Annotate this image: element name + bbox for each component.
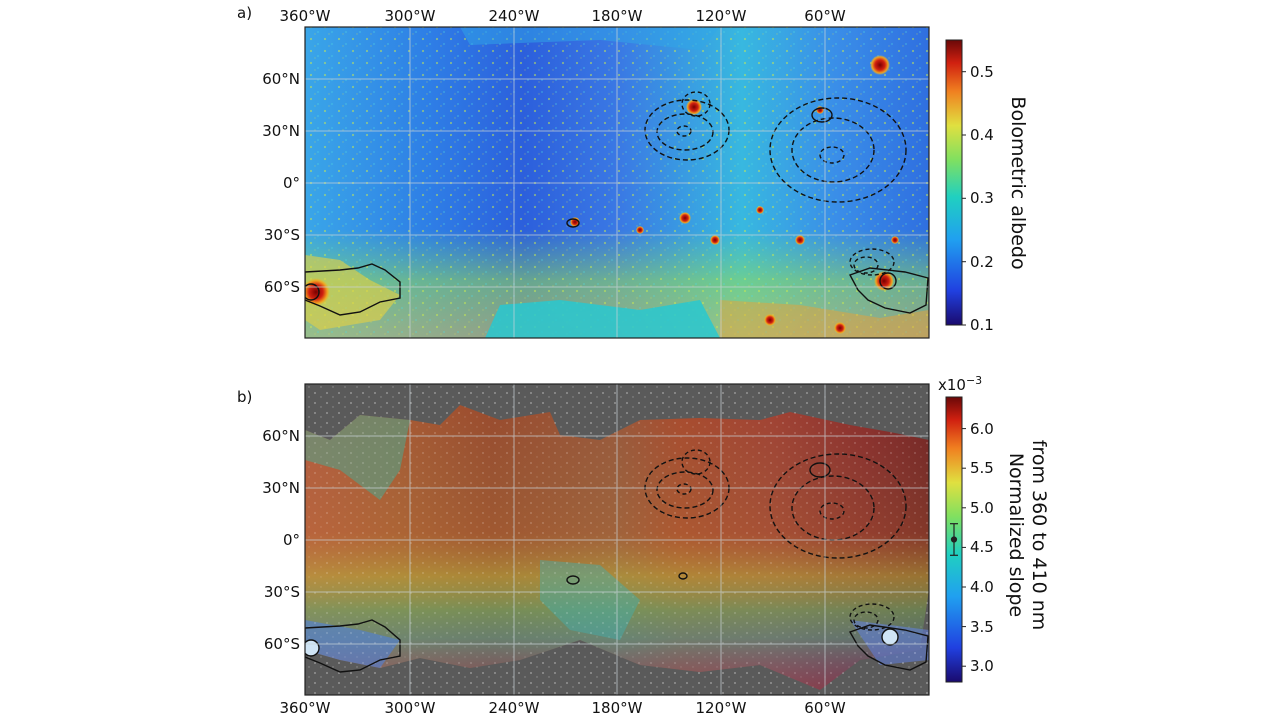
y-tick-label: 30°N bbox=[262, 479, 300, 497]
panel-a: a) bbox=[237, 4, 1029, 339]
colorbar-tick: 0.3 bbox=[970, 189, 994, 207]
y-tick-label: 0° bbox=[283, 531, 300, 549]
x-tick-label: 300°W bbox=[385, 7, 436, 25]
y-tick-label: 60°S bbox=[264, 635, 300, 653]
dark-spot bbox=[764, 314, 776, 326]
y-tick-label: 60°N bbox=[262, 427, 300, 445]
plot-frame-b bbox=[304, 383, 930, 696]
plot-frame-a bbox=[304, 26, 930, 339]
dark-spot bbox=[795, 235, 805, 245]
dark-spot bbox=[891, 236, 899, 244]
colorbar-a-gradient bbox=[945, 39, 963, 326]
dark-spot bbox=[870, 55, 890, 75]
panel-b-label: b) bbox=[237, 388, 252, 406]
colorbar-tick: 0.4 bbox=[970, 126, 994, 144]
x-tick-label: 120°W bbox=[696, 7, 747, 25]
colorbar-a-title: Bolometric albedo bbox=[1007, 96, 1029, 269]
dark-spot bbox=[874, 271, 894, 291]
panel-b: b) bbox=[237, 374, 1050, 717]
y-tick-label: 60°S bbox=[264, 278, 300, 296]
x-tick-label: 60°W bbox=[804, 7, 846, 25]
dark-spot bbox=[816, 106, 824, 114]
colorbar-b: x10−3 3.0 3.5 4.0 4.5 5.0 5.5 6.0 bbox=[938, 374, 1050, 683]
colorbar-a: 0.1 0.2 0.3 0.4 0.5 Bolometric albedo bbox=[945, 39, 1029, 334]
x-tick-label: 60°W bbox=[804, 699, 846, 717]
dark-spot bbox=[679, 212, 691, 224]
dark-spot bbox=[756, 206, 764, 214]
dark-spot bbox=[834, 322, 846, 334]
grid-a bbox=[305, 27, 929, 338]
contours-a bbox=[305, 91, 929, 316]
dark-spot bbox=[636, 226, 644, 234]
grid-b bbox=[305, 384, 929, 695]
colorbar-tick: 5.5 bbox=[970, 459, 994, 477]
colorbar-tick: 5.0 bbox=[970, 499, 994, 517]
colorbar-b-title-line2: from 360 to 410 nm bbox=[1028, 440, 1050, 631]
x-tick-label: 360°W bbox=[280, 7, 331, 25]
panel-a-label: a) bbox=[237, 4, 252, 22]
colorbar-tick: 0.1 bbox=[970, 316, 994, 334]
y-tick-label: 0° bbox=[283, 174, 300, 192]
x-axis-a: 360°W 300°W 240°W 180°W 120°W 60°W bbox=[280, 7, 846, 25]
colorbar-tick: 3.5 bbox=[970, 618, 994, 636]
colorbar-tick: 4.0 bbox=[970, 578, 994, 596]
y-tick-label: 30°S bbox=[264, 583, 300, 601]
x-axis-b: 360°W 300°W 240°W 180°W 120°W 60°W bbox=[280, 699, 846, 717]
dark-spot bbox=[686, 99, 702, 115]
colorbar-exponent: x10−3 bbox=[938, 374, 982, 394]
x-tick-label: 240°W bbox=[489, 7, 540, 25]
colorbar-b-title-line1: Normalized slope bbox=[1005, 453, 1027, 617]
dark-spot bbox=[710, 235, 720, 245]
x-tick-label: 120°W bbox=[696, 699, 747, 717]
colorbar-tick: 0.5 bbox=[970, 63, 994, 81]
y-axis-b: 60°N 30°N 0° 30°S 60°S bbox=[262, 427, 300, 653]
colorbar-tick: 4.5 bbox=[970, 538, 994, 556]
colorbar-tick: 6.0 bbox=[970, 420, 994, 438]
x-tick-label: 300°W bbox=[385, 699, 436, 717]
y-axis-a: 60°N 30°N 0° 30°S 60°S bbox=[262, 70, 300, 296]
y-tick-label: 60°N bbox=[262, 70, 300, 88]
y-tick-label: 30°S bbox=[264, 226, 300, 244]
x-tick-label: 240°W bbox=[489, 699, 540, 717]
y-tick-label: 30°N bbox=[262, 122, 300, 140]
colorbar-tick: 0.2 bbox=[970, 253, 994, 271]
colorbar-error-bar bbox=[950, 523, 958, 556]
x-tick-label: 180°W bbox=[592, 699, 643, 717]
x-tick-label: 180°W bbox=[592, 7, 643, 25]
colorbar-tick: 3.0 bbox=[970, 657, 994, 675]
dark-spot bbox=[305, 278, 330, 306]
x-tick-label: 360°W bbox=[280, 699, 331, 717]
